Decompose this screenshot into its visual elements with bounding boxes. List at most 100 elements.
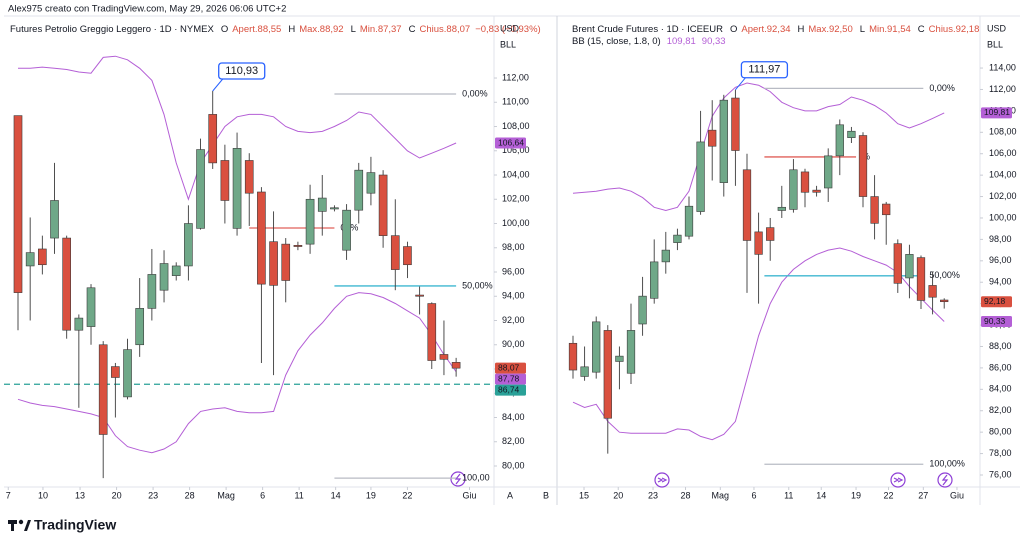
y-tick-label: 106,00: [502, 145, 530, 155]
y-tick-label: 90,00: [502, 339, 525, 349]
candle-body: [708, 129, 717, 147]
candle-body: [269, 241, 278, 286]
y-tick-label: 108,00: [502, 121, 530, 131]
candle-body: [50, 200, 59, 239]
candle-body: [415, 294, 424, 297]
y-tick-label: 82,00: [989, 405, 1012, 415]
candle-body: [354, 169, 364, 211]
ohlc-value: Min.87,37: [360, 24, 402, 35]
y-tick-label: 88,00: [989, 341, 1012, 351]
level-label: 100,00: [462, 473, 490, 483]
candle-body: [568, 342, 578, 371]
price-label-box: [495, 137, 526, 149]
candle-body: [580, 366, 589, 377]
candle-body: [147, 274, 157, 309]
y-tick-label: 80,00: [989, 427, 1012, 437]
candle-body: [317, 197, 327, 212]
candle-body: [378, 174, 388, 236]
y-tick-label: 78,00: [989, 448, 1012, 458]
candle-body: [86, 287, 96, 327]
bollinger-band: [18, 55, 457, 201]
candle-body: [684, 205, 694, 237]
candle-body: [870, 196, 879, 224]
indicator-legend: BB (15, close, 1.8, 0) 109,81 90,33: [572, 36, 726, 47]
price-label: 87,78: [498, 373, 520, 383]
candle-body: [451, 362, 461, 369]
x-tick-label: Giu: [462, 490, 476, 500]
candle-body: [439, 354, 449, 360]
indicator-name: BB (15, close, 1.8, 0): [572, 36, 661, 47]
candle-body: [882, 203, 891, 216]
y-tick-label: 94,00: [502, 291, 525, 301]
candle-body: [777, 206, 786, 211]
y-tick-label: 112,00: [502, 72, 529, 82]
unit-label: USD: [987, 23, 1007, 33]
x-tick-label: 13: [75, 490, 85, 500]
candle-body: [62, 237, 71, 331]
candle-body: [754, 231, 763, 255]
candle-body: [74, 317, 84, 331]
ohlc-value: Chius.92,18: [929, 24, 980, 35]
price-label-box: [495, 373, 526, 385]
candle-body: [824, 155, 833, 189]
price-label-box: [495, 362, 526, 374]
candle-body: [696, 141, 705, 212]
level-label: 0,00%: [929, 83, 955, 93]
candle-body: [789, 169, 798, 210]
ohlc-key: O: [221, 24, 228, 35]
candle-body: [626, 330, 636, 374]
axis-button[interactable]: A: [507, 490, 513, 500]
y-tick-label: 100,00: [502, 218, 530, 228]
x-tick-label: 28: [681, 490, 691, 500]
candle-body: [98, 344, 108, 435]
y-tick-label: 102,00: [989, 191, 1017, 201]
x-tick-label: 10: [38, 490, 48, 500]
x-tick-label: 15: [579, 490, 589, 500]
price-label: 92,18: [984, 296, 1006, 306]
y-tick-label: 84,00: [502, 412, 525, 422]
x-tick-label: 22: [402, 490, 412, 500]
x-tick-label: Giu: [950, 490, 964, 500]
price-label-box: [495, 384, 526, 396]
axis-button[interactable]: B: [543, 490, 549, 500]
candle-body: [638, 295, 647, 325]
x-tick-label: 11: [784, 490, 793, 500]
price-label-box: [981, 296, 1012, 308]
ohlc-value: Max.92,50: [808, 24, 852, 35]
candle-body: [847, 130, 856, 138]
chart-header: Futures Petrolio Greggio Leggero · 1D · …: [10, 24, 541, 35]
price-label: 86,74: [498, 384, 520, 394]
y-tick-label: 112,00: [989, 84, 1016, 94]
y-tick-label: 102,00: [502, 194, 530, 204]
price-label-box: [981, 316, 1012, 328]
x-tick-label: 14: [331, 490, 341, 500]
candle-body: [159, 263, 169, 291]
callout-label: 111,97: [748, 64, 780, 76]
candle-body: [196, 149, 205, 229]
candle-body: [916, 257, 926, 301]
x-tick-label: 20: [112, 490, 122, 500]
y-tick-label: 84,00: [989, 384, 1012, 394]
candle-body: [661, 249, 670, 263]
candle-body: [603, 330, 612, 419]
callout-box: [740, 61, 789, 79]
ohlc-value: Apert.88,55: [232, 24, 281, 35]
x-tick-label: 28: [185, 490, 195, 500]
brand: TradingView: [34, 517, 116, 533]
candle-body: [592, 321, 601, 373]
brand-logo: TradingView: [8, 517, 116, 533]
price-label-box: [981, 107, 1012, 119]
y-tick-label: 104,00: [502, 169, 530, 179]
ohlc-key: O: [730, 24, 737, 35]
price-label: 106,64: [498, 137, 524, 147]
candle-body: [719, 99, 728, 183]
candle-body: [220, 160, 230, 201]
y-tick-label: 82,00: [502, 436, 525, 446]
x-tick-label: 11: [294, 490, 303, 500]
y-tick-label: 94,00: [989, 277, 1012, 287]
level-label: 50,00%: [462, 280, 493, 290]
candle-body: [244, 160, 254, 194]
ohlc-key: H: [288, 24, 295, 35]
